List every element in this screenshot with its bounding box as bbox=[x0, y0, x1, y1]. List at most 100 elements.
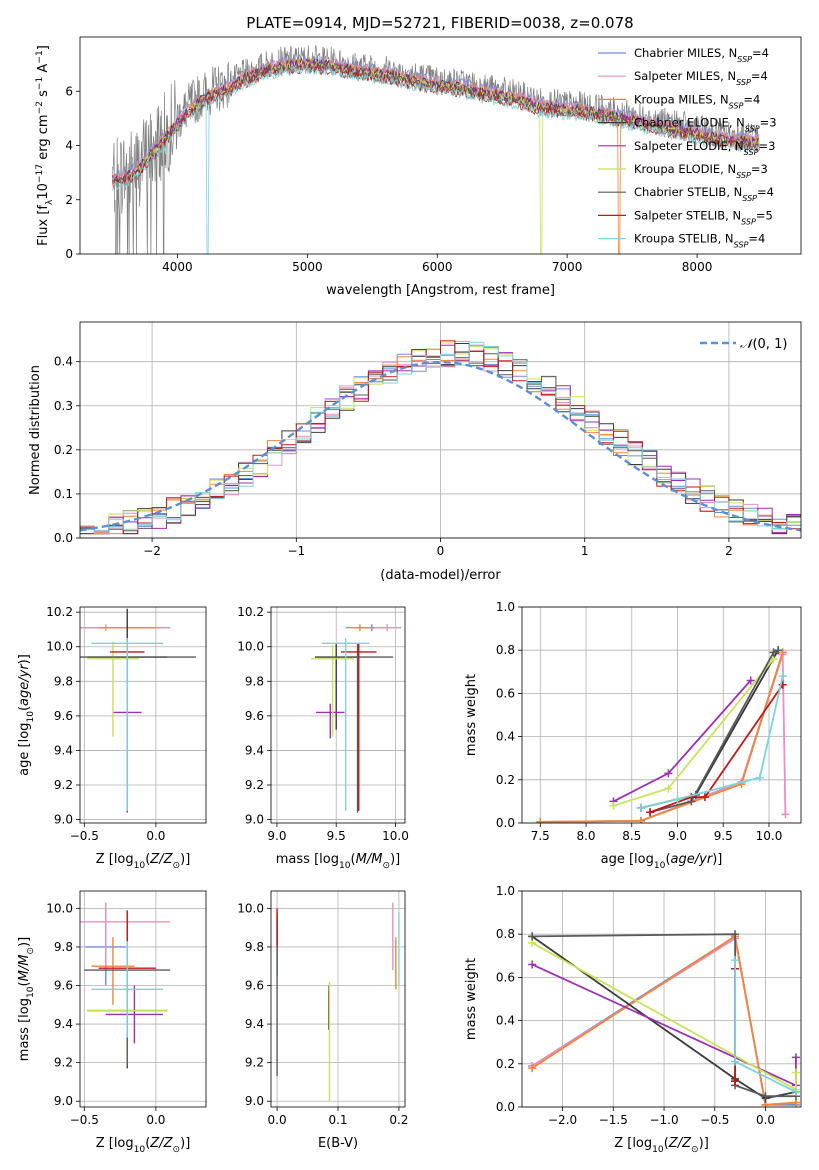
age-vs-Z-ytick-label: 9.0 bbox=[54, 813, 73, 827]
legend-entry: Kroupa MILES, NSSP=4 bbox=[634, 92, 760, 110]
mass-weight-vs-age-marker bbox=[700, 793, 709, 802]
mass-weight-vs-age-marker bbox=[755, 773, 764, 782]
mass-vs-Z-xtick-label: −0.5 bbox=[70, 1113, 99, 1127]
mass-vs-Z-frame bbox=[79, 890, 207, 1108]
mass-vs-ebv-xtick-label: 0.0 bbox=[268, 1113, 287, 1127]
spectrum-model-line bbox=[112, 64, 760, 254]
age-vs-Z-ytick-label: 9.2 bbox=[54, 778, 73, 792]
residuals-plot-area bbox=[80, 340, 801, 535]
mass-vs-ebv-panel: 0.0 0.1 0.2 9.0 9.2 9.4 9.6 9.8 10.0 E(B-V) bbox=[237, 890, 408, 1151]
age-vs-Z-ylabel: age [log10(age/yr)] bbox=[17, 654, 36, 776]
age-vs-mass-ytick-label: 9.2 bbox=[245, 778, 264, 792]
mass-weight-vs-age-xtick-label: 8.0 bbox=[576, 829, 595, 843]
mass-vs-ebv-ytick-label: 10.0 bbox=[237, 901, 264, 915]
age-vs-mass-plot-area bbox=[311, 624, 402, 813]
age-vs-Z-xtick-label: −0.5 bbox=[70, 829, 99, 843]
mass-vs-Z-xlabel: Z [log10(Z/Z⊙)] bbox=[96, 1136, 191, 1155]
age-vs-Z-ytick-label: 9.8 bbox=[54, 674, 73, 688]
mass-weight-vs-age-ytick-label: 0.8 bbox=[496, 643, 515, 657]
mass-weight-vs-age-marker bbox=[646, 808, 655, 817]
mass-weight-vs-Z-ylabel: mass weight bbox=[464, 958, 479, 1040]
age-vs-mass-frame bbox=[270, 606, 406, 824]
spectrum-ylabel: Flux [fλ10−17 erg cm−2 s−1 A−1] bbox=[35, 45, 55, 246]
mass-weight-vs-Z-ytick-label: 0.4 bbox=[496, 1014, 515, 1028]
mass-weight-vs-Z-marker bbox=[791, 1087, 800, 1096]
mass-weight-vs-age-marker bbox=[778, 672, 787, 681]
age-vs-Z-ytick-label: 9.4 bbox=[54, 743, 73, 757]
mass-weight-vs-Z-plot-area bbox=[528, 930, 800, 1107]
mass-weight-vs-age-marker bbox=[774, 646, 783, 655]
mass-weight-vs-age-ytick-label: 1.0 bbox=[496, 600, 515, 614]
mass-vs-Z-plot-area bbox=[80, 902, 171, 1069]
figure-title: PLATE=0914, MJD=52721, FIBERID=0038, z=0… bbox=[246, 14, 633, 32]
mass-weight-vs-age-xtick-label: 9.5 bbox=[714, 829, 733, 843]
age-vs-mass-ytick-label: 9.6 bbox=[245, 709, 264, 723]
age-vs-Z-ytick-label: 10.2 bbox=[46, 605, 73, 619]
mass-weight-vs-age-series-line bbox=[649, 684, 784, 814]
spectrum-panel: 4000 5000 6000 7000 8000 0 2 4 6 wavelength [Angs… bbox=[35, 36, 802, 298]
age-vs-Z-frame bbox=[79, 606, 207, 824]
mass-weight-vs-age-plot-area bbox=[536, 646, 790, 823]
mass-weight-vs-age-marker bbox=[609, 801, 618, 810]
mass-vs-ebv-ytick-label: 9.4 bbox=[245, 1017, 264, 1031]
mass-weight-vs-Z-xtick-label: −2.0 bbox=[548, 1113, 577, 1127]
mass-weight-vs-Z-ytick-label: 0.6 bbox=[496, 970, 515, 984]
age-vs-mass-xtick-label: 9.5 bbox=[327, 829, 346, 843]
legend-entry: Kroupa STELIB, NSSP=4 bbox=[634, 232, 765, 250]
residuals-ytick-label: 0.4 bbox=[54, 355, 73, 369]
spectrum-ytick-label: 0 bbox=[65, 247, 73, 261]
mass-weight-vs-Z-marker bbox=[731, 1057, 740, 1066]
mass-weight-vs-Z-marker bbox=[528, 932, 537, 941]
age-vs-Z-panel: −0.5 0.0 9.0 9.2 9.4 9.6 9.8 10.0 10.2 Z [log10(Z… bbox=[17, 605, 207, 871]
mass-vs-ebv-xtick-label: 0.2 bbox=[389, 1113, 408, 1127]
residuals-legend-label: 𝒩(0, 1) bbox=[740, 337, 787, 352]
mass-weight-vs-Z-xlabel: Z [log10(Z/Z⊙)] bbox=[614, 1136, 709, 1155]
mass-vs-ebv-ytick-label: 9.6 bbox=[245, 979, 264, 993]
spectrum-xtick-label: 4000 bbox=[162, 260, 193, 274]
mass-vs-Z-ytick-label: 9.8 bbox=[54, 940, 73, 954]
mass-weight-vs-age-xlabel: age [log10(age/yr)] bbox=[601, 852, 723, 871]
mass-vs-Z-xtick-label: 0.0 bbox=[146, 1113, 165, 1127]
mass-weight-vs-age-ylabel: mass weight bbox=[464, 674, 479, 756]
mass-weight-vs-Z-xtick-label: −1.5 bbox=[599, 1113, 628, 1127]
spectrum-legend: Chabrier MILES, NSSP=4 Salpeter MILES, NS… bbox=[598, 46, 777, 249]
mass-vs-Z-ytick-label: 9.2 bbox=[54, 1056, 73, 1070]
mass-vs-ebv-ytick-label: 9.8 bbox=[245, 940, 264, 954]
residuals-xlabel: (data-model)/error bbox=[380, 568, 501, 583]
mass-weight-vs-Z-frame bbox=[521, 890, 802, 1108]
age-vs-Z-xlabel: Z [log10(Z/Z⊙)] bbox=[96, 852, 191, 871]
mass-weight-vs-age-panel: 7.5 8.0 8.5 9.0 9.5 10.0 0.0 0.2 0.4 0.6 0.8 1.0 age… bbox=[464, 600, 802, 871]
age-vs-mass-ytick-label: 9.4 bbox=[245, 743, 264, 757]
mass-weight-vs-age-series-line bbox=[640, 675, 784, 809]
mass-weight-vs-age-marker bbox=[664, 769, 673, 778]
mass-weight-vs-Z-marker bbox=[791, 1053, 800, 1062]
mass-weight-vs-Z-marker bbox=[528, 1064, 537, 1073]
age-vs-Z-ytick-label: 10.0 bbox=[46, 640, 73, 654]
age-vs-Z-plot-area bbox=[80, 608, 196, 813]
mass-vs-Z-ytick-label: 9.4 bbox=[54, 1017, 73, 1031]
spectrum-ytick-label: 4 bbox=[65, 139, 73, 153]
mass-vs-ebv-ytick-label: 9.0 bbox=[245, 1094, 264, 1108]
residuals-xtick-label: 1 bbox=[581, 544, 589, 558]
spectrum-xtick-label: 7000 bbox=[552, 260, 583, 274]
mass-weight-vs-Z-xtick-label: −1.0 bbox=[649, 1113, 678, 1127]
mass-weight-vs-Z-marker bbox=[528, 960, 537, 969]
mass-vs-Z-ylabel: mass [log10(M/M⊙)] bbox=[17, 937, 36, 1061]
mass-weight-vs-Z-ytick-label: 1.0 bbox=[496, 884, 515, 898]
age-vs-Z-ytick-label: 9.6 bbox=[54, 709, 73, 723]
age-vs-mass-ytick-label: 9.8 bbox=[245, 674, 264, 688]
spectrum-xlabel: wavelength [Angstrom, rest frame] bbox=[326, 283, 555, 298]
mass-weight-vs-age-ytick-label: 0.0 bbox=[496, 816, 515, 830]
age-vs-mass-ytick-label: 10.2 bbox=[237, 605, 264, 619]
residuals-xtick-label: −1 bbox=[287, 544, 305, 558]
residuals-ytick-label: 0.0 bbox=[54, 531, 73, 545]
mass-weight-vs-age-xtick-label: 7.5 bbox=[531, 829, 550, 843]
mass-vs-ebv-xtick-label: 0.1 bbox=[328, 1113, 347, 1127]
mass-weight-vs-Z-panel: −2.0 −1.5 −1.0 −0.5 0.0 0.0 0.2 0.4 0.6 0.8 1.0 Z [… bbox=[464, 884, 802, 1155]
mass-weight-vs-age-series-line bbox=[649, 649, 779, 814]
age-vs-mass-xtick-label: 9.0 bbox=[267, 829, 286, 843]
mass-weight-vs-age-marker bbox=[778, 648, 787, 657]
mass-weight-vs-age-marker bbox=[673, 795, 682, 804]
residuals-ytick-label: 0.1 bbox=[54, 487, 73, 501]
legend-entry: Kroupa ELODIE, NSSP=3 bbox=[634, 162, 768, 180]
